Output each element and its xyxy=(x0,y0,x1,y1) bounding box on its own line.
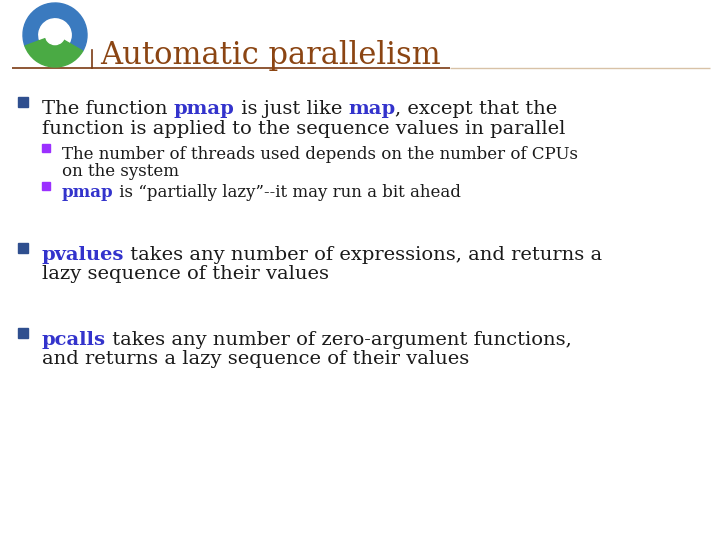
Text: is “partially lazy”--it may run a bit ahead: is “partially lazy”--it may run a bit ah… xyxy=(114,184,461,201)
Text: The function: The function xyxy=(42,100,174,118)
Text: pmap: pmap xyxy=(174,100,235,118)
Text: and returns a lazy sequence of their values: and returns a lazy sequence of their val… xyxy=(42,350,469,368)
Text: , except that the: , except that the xyxy=(395,100,557,118)
Text: pcalls: pcalls xyxy=(42,331,106,349)
Text: map: map xyxy=(348,100,395,118)
Text: on the system: on the system xyxy=(62,163,179,180)
Text: The number of threads used depends on the number of CPUs: The number of threads used depends on th… xyxy=(62,146,578,163)
Text: takes any number of zero-argument functions,: takes any number of zero-argument functi… xyxy=(106,331,572,349)
Bar xyxy=(18,243,28,253)
Bar xyxy=(42,181,50,190)
Wedge shape xyxy=(23,3,87,51)
Text: Automatic parallelism: Automatic parallelism xyxy=(100,40,441,71)
Circle shape xyxy=(45,25,65,45)
Bar xyxy=(18,328,28,338)
Text: lazy sequence of their values: lazy sequence of their values xyxy=(42,266,329,284)
Text: takes any number of expressions, and returns a: takes any number of expressions, and ret… xyxy=(125,246,603,264)
Text: is just like: is just like xyxy=(235,100,348,118)
Text: function is applied to the sequence values in parallel: function is applied to the sequence valu… xyxy=(42,119,565,138)
Wedge shape xyxy=(25,41,83,67)
Text: pmap: pmap xyxy=(62,184,114,201)
Text: pvalues: pvalues xyxy=(42,246,125,264)
Bar xyxy=(18,97,28,107)
Wedge shape xyxy=(38,38,71,52)
Bar xyxy=(42,144,50,152)
